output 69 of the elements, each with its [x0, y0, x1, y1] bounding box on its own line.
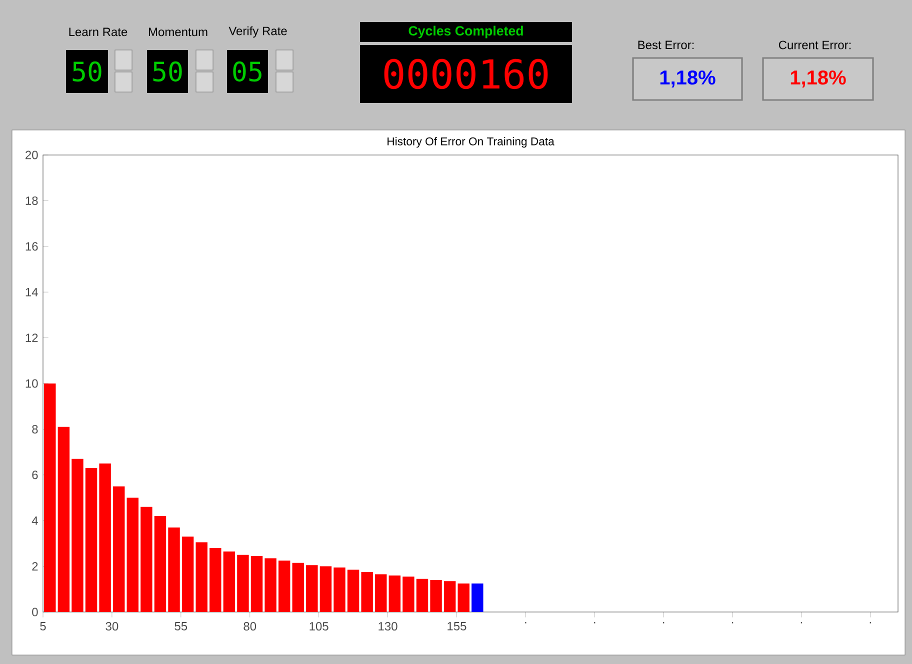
- bar: [402, 576, 414, 612]
- bar: [58, 426, 70, 612]
- bar: [375, 574, 387, 612]
- text: Current Error:: [778, 40, 851, 50]
- x-tick-label: .: [594, 622, 596, 624]
- bar: [320, 566, 332, 612]
- bar: [196, 542, 208, 612]
- x-tick-label: 130: [378, 622, 398, 631]
- y-tick-label: 8: [32, 424, 38, 434]
- text: 50: [153, 61, 182, 82]
- bar: [306, 565, 318, 612]
- x-tick-label: 80: [244, 622, 256, 631]
- bar: [112, 486, 125, 612]
- bar: [168, 527, 180, 612]
- text: Momentum: [148, 28, 208, 36]
- x-tick-label: .: [870, 622, 871, 624]
- bar: [444, 581, 456, 612]
- bar: [140, 506, 152, 612]
- y-tick-label: 0: [32, 608, 38, 616]
- bar: [264, 558, 276, 612]
- y-tick-label: 10: [26, 379, 38, 388]
- chart-title: History Of Error On Training Data: [388, 137, 554, 148]
- bar: [210, 548, 222, 612]
- y-tick-label: 2: [32, 562, 38, 570]
- text: 05: [233, 61, 262, 82]
- y-tick-label: 6: [32, 470, 38, 480]
- text: 1,18%: [790, 70, 846, 88]
- x-tick-label: .: [662, 622, 664, 624]
- x-tick-label: 5: [40, 622, 46, 630]
- text: 50: [72, 61, 102, 82]
- bar: [250, 556, 263, 612]
- x-tick-label: .: [525, 622, 526, 624]
- y-tick-label: 12: [26, 334, 38, 342]
- bar: [292, 562, 304, 612]
- bar: [361, 572, 373, 612]
- bar: [430, 580, 442, 612]
- bar: [458, 583, 470, 612]
- x-tick-label: 55: [174, 622, 188, 630]
- y-tick-label: 4: [32, 516, 38, 525]
- x-tick-label: 155: [448, 622, 466, 630]
- bar: [278, 560, 290, 612]
- y-tick-label: 14: [26, 288, 38, 296]
- text: Verify Rate: [228, 26, 287, 38]
- y-tick-label: 20: [26, 150, 38, 160]
- bar: [223, 551, 236, 612]
- bar: [154, 516, 166, 612]
- text: Best Error:: [638, 40, 694, 50]
- bar: [347, 570, 360, 612]
- bar: [388, 575, 401, 612]
- y-tick-label: 16: [26, 242, 38, 251]
- bar: [416, 578, 428, 612]
- text: Learn Rate: [69, 28, 128, 36]
- text: 1,18%: [660, 70, 716, 88]
- y-tick-label: 18: [26, 196, 38, 205]
- bar: [72, 458, 84, 612]
- x-tick-label: .: [732, 622, 734, 624]
- bar: [99, 463, 111, 612]
- bar: [182, 536, 194, 612]
- x-tick-label: 105: [310, 622, 328, 631]
- text: 0000160: [384, 58, 548, 90]
- text: Cycles Completed: [408, 26, 523, 38]
- x-tick-label: .: [800, 622, 802, 624]
- bar: [126, 498, 139, 612]
- bar: [85, 468, 98, 612]
- bar: [237, 554, 249, 612]
- bar: [44, 384, 56, 612]
- bar: [334, 567, 346, 612]
- bar: [472, 583, 484, 612]
- x-tick-label: 30: [106, 622, 118, 631]
